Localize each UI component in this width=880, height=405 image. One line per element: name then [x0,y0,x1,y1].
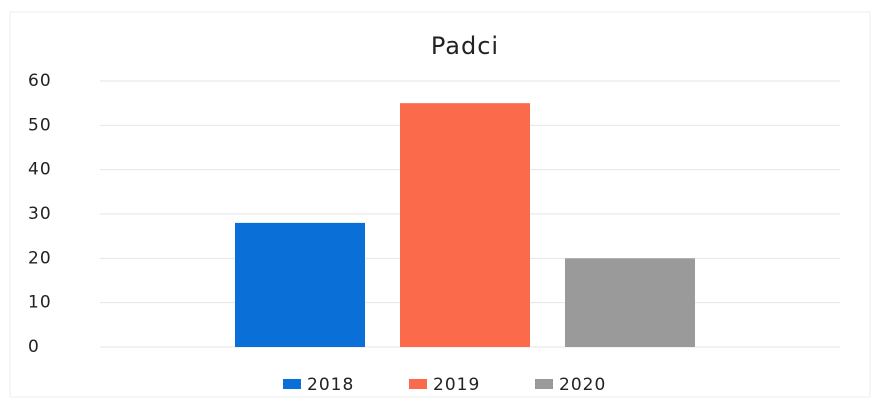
y-tick-label: 40 [28,160,52,180]
legend-swatch [409,379,427,389]
y-tick-label: 30 [28,204,52,224]
y-tick-label: 20 [28,248,52,268]
legend-swatch [535,379,553,389]
bar [565,258,695,347]
y-tick-label: 10 [28,293,52,313]
bar [400,103,530,348]
legend-label: 2020 [559,375,606,395]
legend-label: 2019 [433,375,480,395]
legend-label: 2018 [307,375,354,395]
bar [235,222,365,347]
y-tick-label: 0 [28,337,40,357]
y-tick-label: 60 [28,71,52,91]
legend-swatch [283,379,301,389]
y-tick-label: 50 [28,115,52,135]
chart-title: Padci [431,32,499,60]
